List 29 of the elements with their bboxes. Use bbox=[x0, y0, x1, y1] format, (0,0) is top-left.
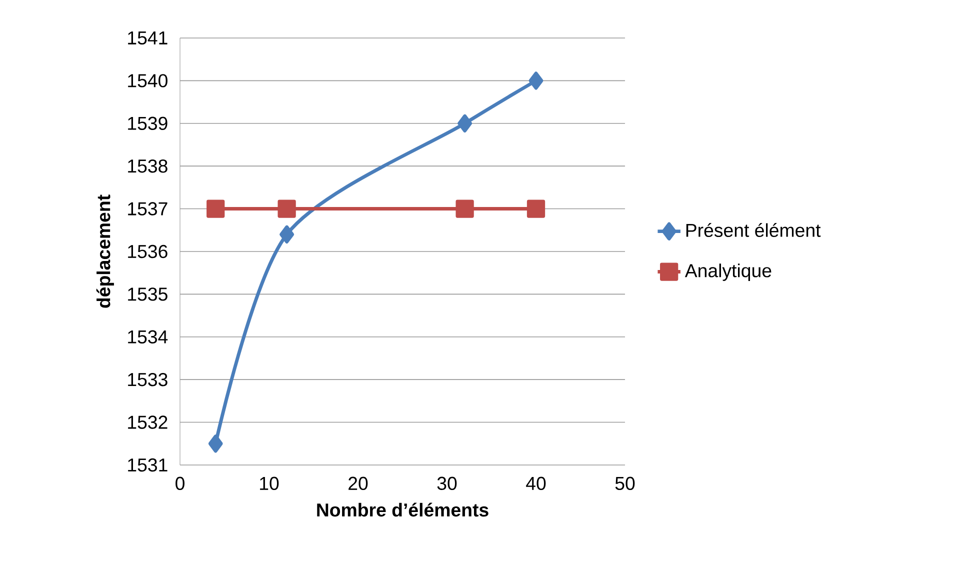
y-tick-label: 1540 bbox=[128, 74, 168, 88]
y-tick-label: 1532 bbox=[128, 416, 168, 429]
x-tick-label: 30 bbox=[437, 476, 457, 490]
point bbox=[456, 200, 474, 218]
legend-label: Présent élément bbox=[686, 223, 821, 237]
point bbox=[278, 200, 296, 218]
x-tick-label: 50 bbox=[615, 476, 635, 490]
x-axis-title: Nombre d’éléments bbox=[317, 502, 488, 517]
x-tick-label: 10 bbox=[260, 476, 279, 490]
y-tick-label: 1534 bbox=[128, 330, 168, 344]
point bbox=[528, 72, 544, 90]
point bbox=[206, 200, 225, 218]
x-tick-label: 20 bbox=[348, 476, 368, 490]
y-tick-label: 1541 bbox=[128, 31, 168, 45]
y-tick-label: 1533 bbox=[128, 372, 168, 386]
y-tick-label: 1531 bbox=[128, 458, 168, 472]
x-tick-label: 40 bbox=[526, 476, 546, 490]
y-axis-title: déplacement bbox=[96, 194, 114, 308]
y-tick-label: 1537 bbox=[128, 202, 168, 216]
point bbox=[208, 434, 223, 453]
y-tick-label: 1535 bbox=[128, 288, 168, 301]
legend-label: Analytique bbox=[684, 264, 772, 281]
point bbox=[458, 114, 472, 132]
y-tick-label: 1536 bbox=[128, 244, 168, 258]
point bbox=[280, 225, 294, 244]
y-tick-label: 1539 bbox=[128, 116, 168, 130]
y-tick-label: 1538 bbox=[128, 159, 168, 173]
x-tick-label: 0 bbox=[176, 476, 184, 490]
point bbox=[526, 200, 546, 218]
